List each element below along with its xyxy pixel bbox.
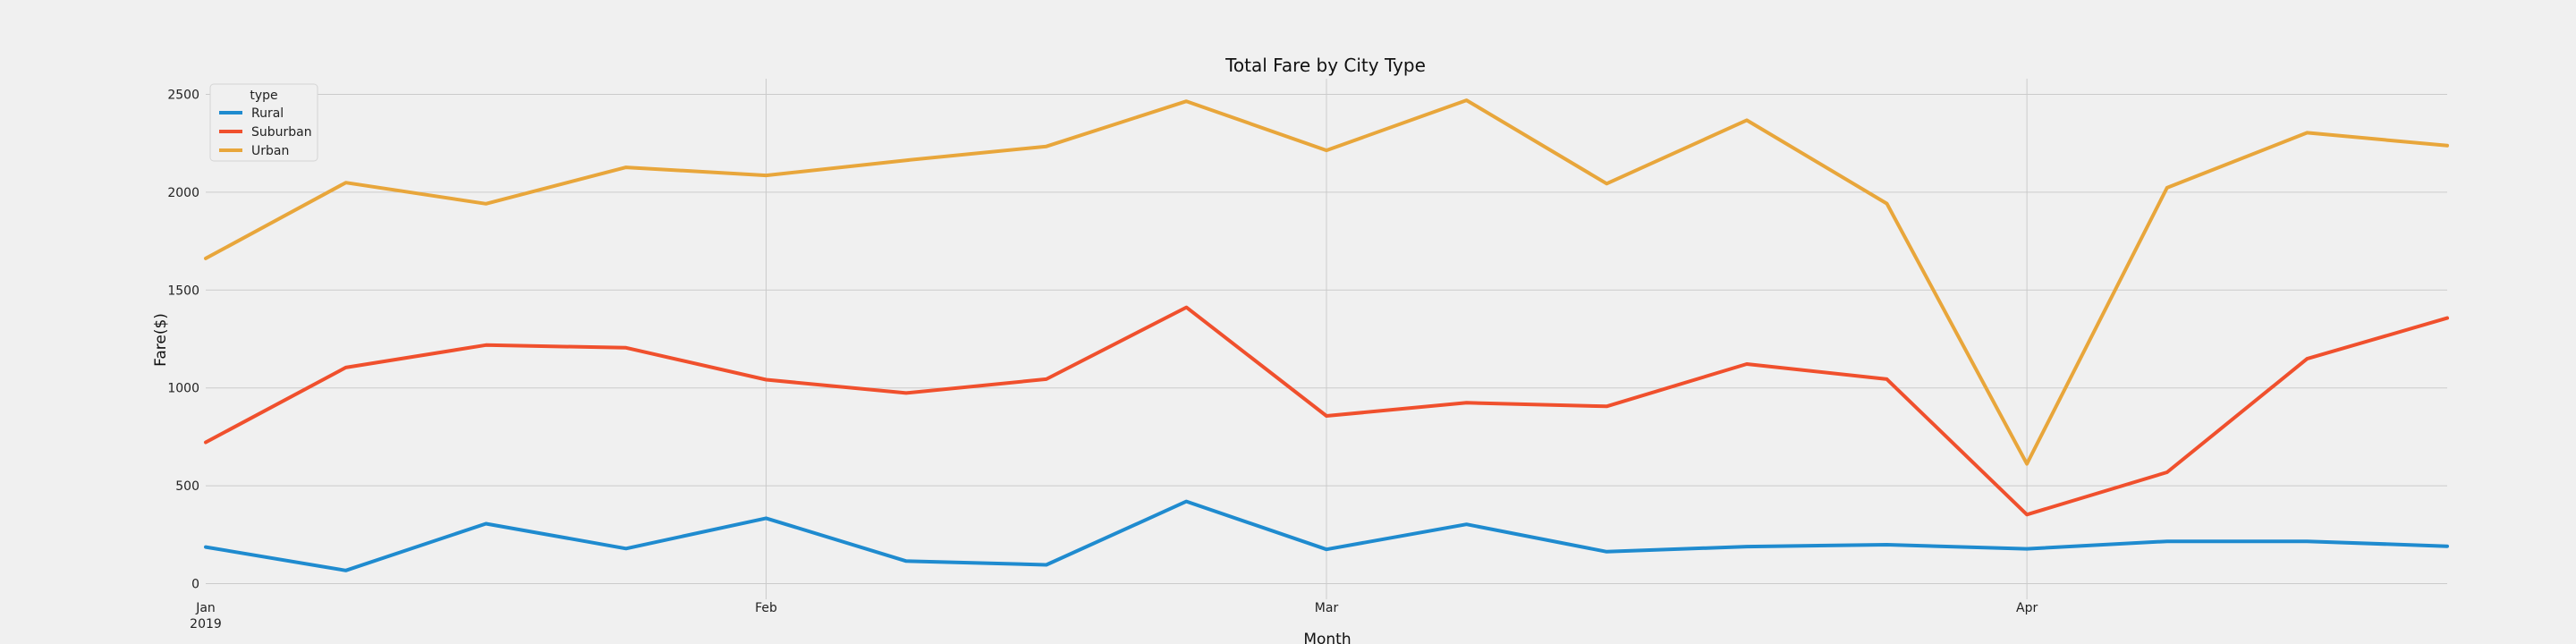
legend-label-urban: Urban [251, 144, 289, 158]
y-tick-labels: 0 500 1000 1500 2000 2500 [167, 89, 199, 592]
x-tick-label: Jan [195, 601, 216, 615]
y-tick-label: 500 [175, 479, 199, 494]
x-tick-label: Mar [1315, 601, 1339, 615]
legend: type Rural Suburban Urban [209, 83, 318, 162]
series-lines [204, 98, 2449, 572]
x-tick-label: Apr [2016, 601, 2038, 615]
y-axis-label: Fare($) [152, 313, 170, 367]
legend-label-rural: Rural [251, 106, 284, 121]
x-tick-labels: Jan 2019 Feb Mar Apr [190, 601, 2038, 631]
y-tick-label: 2500 [167, 89, 199, 103]
series-line-rural [204, 499, 2449, 572]
y-tick-label: 1000 [167, 382, 199, 396]
y-tick-label: 2000 [167, 186, 199, 200]
legend-items: Rural Suburban Urban [219, 106, 312, 158]
chart-title: Total Fare by City Type [1224, 55, 1426, 76]
x-axis-label: Month [1303, 631, 1351, 644]
series-line-urban [204, 98, 2449, 466]
y-tick-label: 0 [191, 577, 199, 591]
series-line-suburban [204, 305, 2449, 517]
x-tick-label: Feb [755, 601, 777, 615]
legend-label-suburban: Suburban [251, 125, 312, 140]
legend-box [209, 83, 318, 162]
y-tick-label: 1500 [167, 284, 199, 298]
x-tick-sublabel: 2019 [190, 617, 222, 631]
grid [206, 79, 2447, 599]
legend-title: type [250, 89, 277, 103]
